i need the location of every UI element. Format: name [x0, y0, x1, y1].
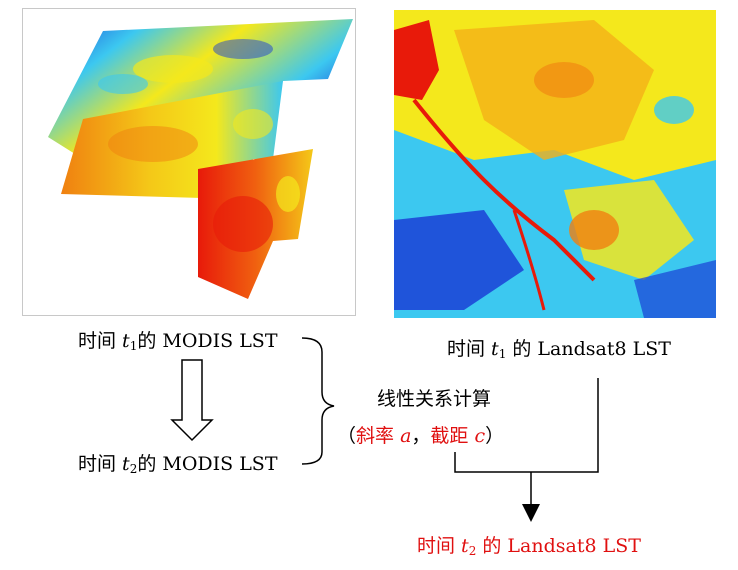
landsat-t1-prefix: 时间: [447, 338, 492, 360]
modis-t2-label: 时间 t2的 MODIS LST: [78, 453, 278, 476]
landsat-t1-sub: 1: [498, 347, 507, 361]
modis-t2-sub: 2: [129, 462, 138, 476]
params-label: （斜率 a，截距 c）: [337, 427, 504, 446]
landsat-t1-label: 时间 t1 的 Landsat8 LST: [447, 338, 671, 361]
connector-line: [454, 378, 599, 473]
hollow-down-arrow-icon: [170, 359, 214, 442]
modis-t2-prefix: 时间: [78, 453, 123, 475]
landsat-t1-var: t: [491, 338, 499, 360]
modis-t2-suffix: 的 MODIS LST: [137, 453, 278, 475]
modis-lst-image: [22, 8, 356, 316]
params-close: ）: [485, 425, 505, 447]
landsat-t2-suffix: 的 Landsat8 LST: [476, 535, 641, 557]
intercept-symbol: c: [474, 425, 486, 447]
landsat-lst-map: [394, 10, 716, 318]
landsat-lst-image: [394, 10, 716, 318]
curly-brace-icon: [301, 337, 335, 465]
modis-lst-swath: [48, 19, 353, 299]
landsat-t2-var: t: [461, 535, 469, 557]
modis-t1-var: t: [122, 330, 130, 352]
modis-t1-sub: 1: [129, 339, 138, 353]
slope-symbol: a: [400, 425, 412, 447]
modis-t1-suffix: 的 MODIS LST: [137, 330, 278, 352]
landsat-t2-sub: 2: [468, 544, 477, 558]
params-open: （: [337, 425, 357, 447]
intercept-label: 截距: [430, 425, 475, 447]
down-arrow-icon: [522, 504, 540, 522]
linear-calc-label: 线性关系计算: [377, 388, 492, 410]
modis-t1-prefix: 时间: [78, 330, 123, 352]
landsat-t2-prefix: 时间: [417, 535, 462, 557]
landsat-t2-label: 时间 t2 的 Landsat8 LST: [417, 535, 641, 558]
modis-t1-label: 时间 t1的 MODIS LST: [78, 330, 278, 353]
params-sep: ，: [411, 425, 431, 447]
slope-label: 斜率: [356, 425, 401, 447]
landsat-t1-suffix: 的 Landsat8 LST: [506, 338, 671, 360]
modis-t2-var: t: [122, 453, 130, 475]
